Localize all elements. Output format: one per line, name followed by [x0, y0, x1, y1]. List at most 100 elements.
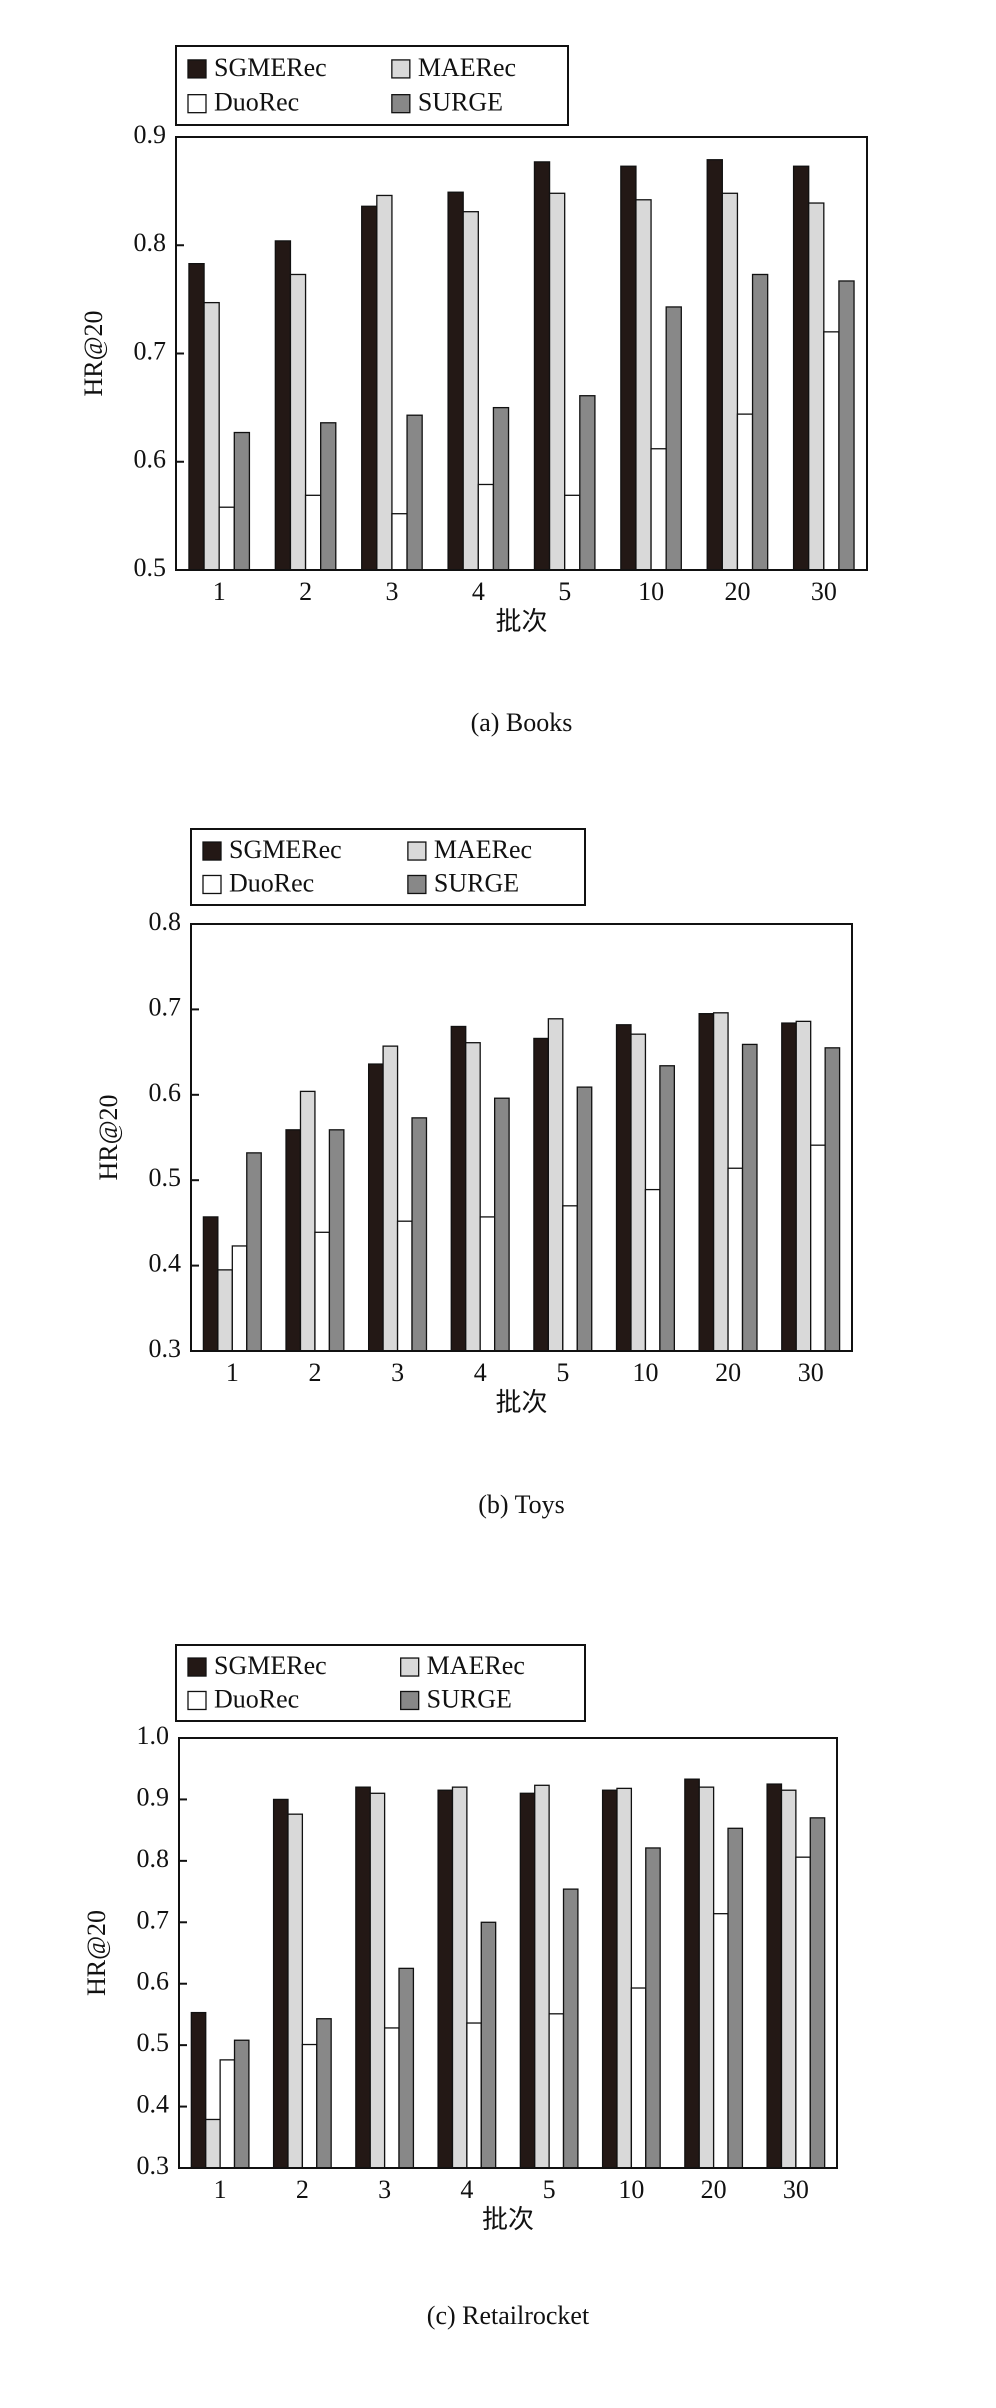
bar: [601, 1789, 618, 2169]
bar: [795, 1856, 811, 2169]
bar: [838, 280, 855, 571]
y-tick-label: 0.4: [137, 2090, 170, 2119]
bar: [218, 506, 235, 571]
bar: [406, 414, 423, 571]
y-tick-label: 0.3: [137, 2151, 170, 2180]
x-tick-label: 10: [618, 2175, 644, 2204]
legend-swatch: [187, 94, 207, 114]
bar: [233, 2039, 250, 2169]
y-tick-label: 0.5: [149, 1163, 182, 1192]
bar: [706, 159, 723, 571]
x-tick-label: 20: [715, 1358, 741, 1387]
bar: [533, 161, 551, 571]
bar: [462, 211, 479, 571]
y-axis-label: HR@20: [79, 310, 108, 396]
x-tick-label: 1: [214, 2175, 227, 2204]
x-axis-label: 批次: [495, 607, 547, 636]
bar: [480, 1921, 497, 2169]
bar: [548, 2013, 565, 2169]
bar: [285, 1129, 302, 1352]
x-tick-label: 4: [460, 2175, 473, 2204]
y-tick-label: 0.7: [134, 336, 167, 365]
bar: [396, 1220, 413, 1352]
x-tick-label: 1: [213, 577, 226, 606]
y-tick-label: 1.0: [137, 1721, 170, 1750]
x-axis-label: 批次: [482, 2205, 534, 2234]
caption: (a) Books: [471, 708, 573, 737]
legend-swatch: [187, 59, 207, 79]
bar: [519, 1792, 536, 2169]
x-tick-label: 5: [558, 577, 571, 606]
x-tick-label: 30: [811, 577, 837, 606]
x-tick-label: 20: [724, 577, 750, 606]
bar: [630, 1033, 647, 1352]
bar: [447, 191, 464, 571]
bar: [383, 2027, 400, 2169]
bar: [547, 1018, 564, 1352]
bar: [684, 1778, 700, 2169]
bar: [203, 301, 220, 571]
y-tick-label: 0.7: [137, 1905, 170, 1934]
legend-swatch: [407, 874, 427, 895]
bar: [492, 406, 510, 571]
x-tick-label: 4: [474, 1358, 487, 1387]
x-tick-label: 20: [701, 2175, 727, 2204]
x-tick-label: 3: [391, 1358, 404, 1387]
bar: [272, 1798, 289, 2169]
y-tick-label: 0.9: [134, 120, 167, 149]
y-tick-label: 0.3: [149, 1334, 182, 1363]
y-axis-label: HR@20: [94, 1094, 123, 1180]
bar: [304, 494, 322, 571]
bar: [736, 413, 754, 571]
legend-label: SGMERec: [229, 835, 342, 864]
bar: [477, 483, 495, 571]
legend-swatch: [391, 59, 411, 79]
y-axis-label: HR@20: [82, 1910, 111, 1996]
bar: [188, 263, 205, 571]
bar: [451, 1786, 468, 2169]
bar: [727, 1827, 744, 2169]
bar: [562, 1205, 578, 1352]
bar: [824, 1047, 841, 1352]
legend-label: SGMERec: [214, 53, 327, 82]
bar: [645, 1847, 661, 2169]
x-tick-label: 1: [226, 1358, 239, 1387]
bar: [665, 306, 682, 571]
bar: [328, 1129, 345, 1352]
bar: [616, 1787, 633, 2169]
legend-label: SURGE: [418, 88, 503, 117]
caption: (b) Toys: [478, 1490, 565, 1519]
bar: [534, 1784, 550, 2169]
bar: [287, 1813, 304, 2169]
bar: [398, 1967, 415, 2169]
y-tick-label: 0.5: [134, 553, 167, 582]
bar: [466, 2022, 482, 2169]
bar: [533, 1037, 550, 1352]
legend-swatch: [202, 841, 222, 861]
bar: [721, 192, 739, 571]
legend-swatch: [407, 841, 427, 861]
x-tick-label: 3: [378, 2175, 391, 2204]
x-tick-label: 10: [632, 1358, 658, 1387]
bar: [320, 422, 337, 571]
bar: [479, 1216, 496, 1352]
y-tick-label: 0.8: [137, 1844, 170, 1873]
bar: [644, 1188, 661, 1352]
bar: [562, 1888, 579, 2169]
bar: [314, 1231, 331, 1352]
y-tick-label: 0.6: [149, 1078, 182, 1107]
x-tick-label: 30: [798, 1358, 824, 1387]
legend-label: MAERec: [434, 835, 532, 864]
bar: [382, 1045, 399, 1352]
bar: [579, 395, 596, 571]
plot-frame: [178, 1737, 838, 2169]
bar: [437, 1789, 454, 2169]
bar: [823, 331, 840, 571]
y-tick-label: 0.6: [134, 445, 167, 474]
legend-swatch: [187, 1657, 207, 1677]
bar: [411, 1117, 428, 1352]
x-tick-label: 5: [543, 2175, 556, 2204]
bar: [809, 1817, 826, 2169]
bar: [233, 431, 251, 571]
